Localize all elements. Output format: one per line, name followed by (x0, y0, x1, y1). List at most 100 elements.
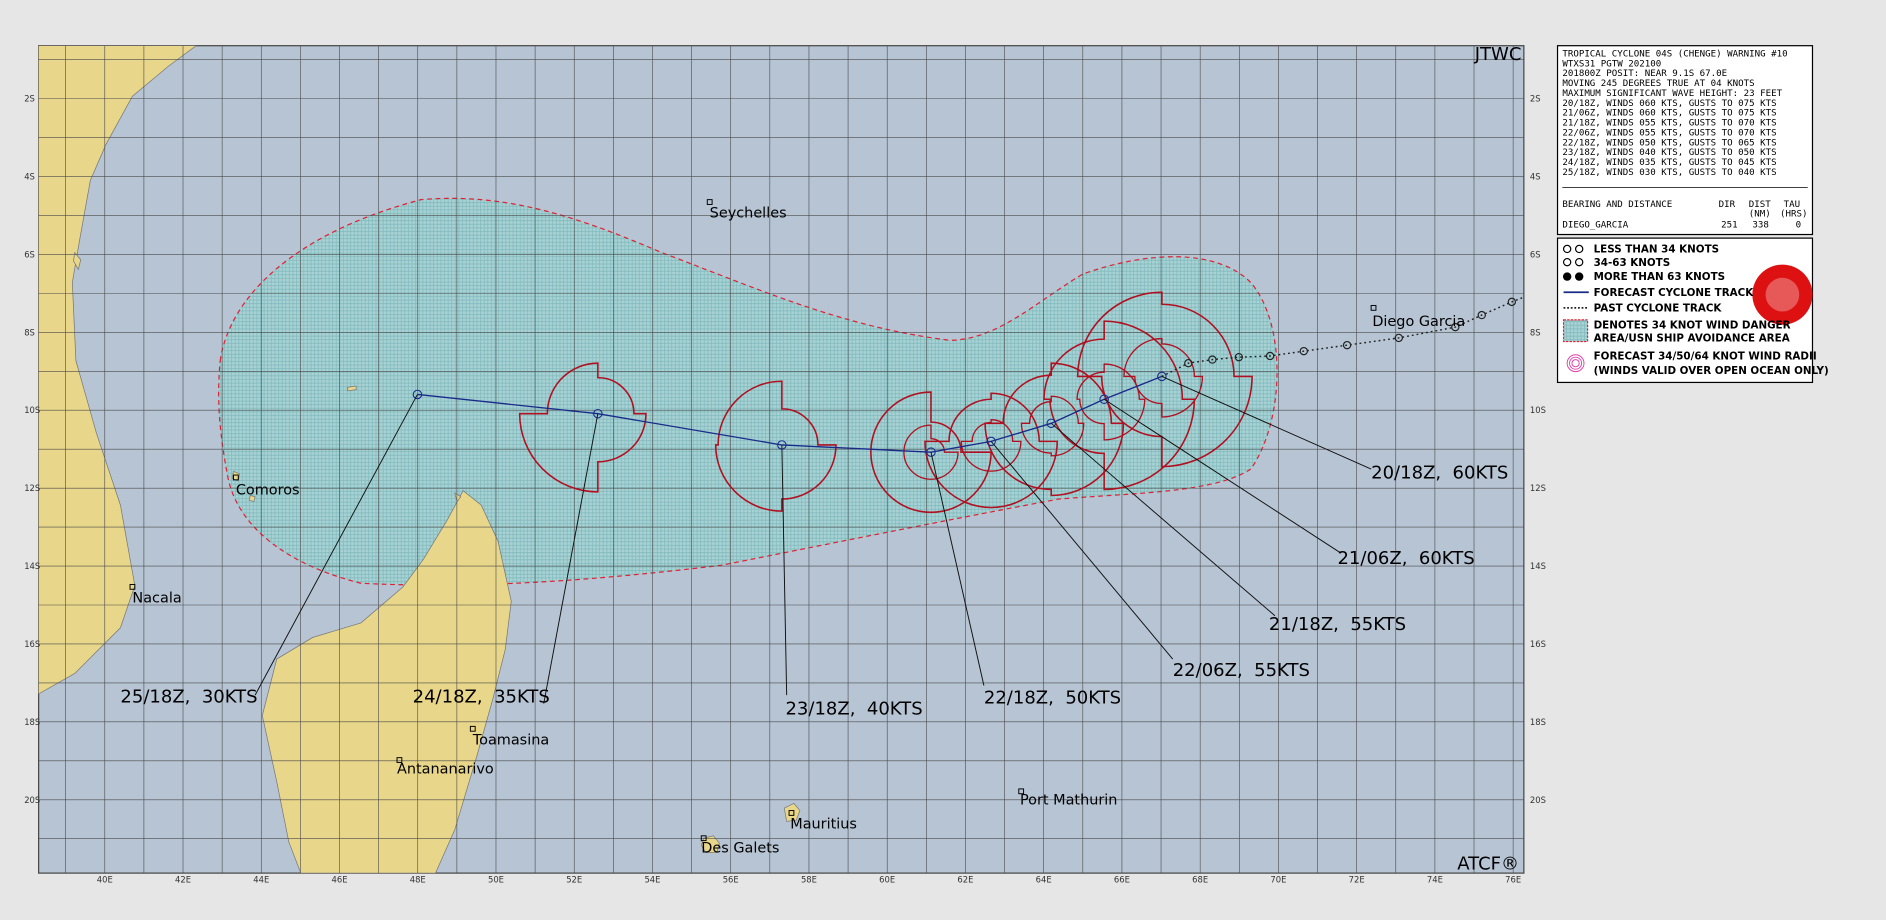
forecast-label: 21/06Z, 60KTS (1337, 548, 1474, 569)
forecast-position (412, 389, 423, 400)
bearing-column: DIR (1719, 200, 1736, 210)
agency: JTWC (1474, 44, 1522, 65)
lon-label: 42E (175, 875, 191, 885)
lat-label: 10S (24, 405, 40, 415)
forecast-label: 22/06Z, 55KTS (1173, 660, 1310, 681)
legend-symbol (1562, 272, 1572, 281)
forecast-label: 25/18Z, 30KTS (120, 686, 257, 707)
legend-entry: FORECAST 34/50/64 KNOT WIND RADII (1594, 351, 1817, 363)
place-label: Des Galets (701, 841, 779, 857)
lat-label: 20S (24, 795, 40, 805)
bearing-column: DIST (1749, 200, 1771, 210)
lat-label: 6S (1530, 249, 1541, 259)
info-text: TROPICAL CYCLONE 04S (CHENGE) WARNING #1… (1562, 50, 1828, 377)
lon-label: 46E (331, 875, 347, 885)
warning-line: TROPICAL CYCLONE 04S (CHENGE) WARNING #1… (1562, 50, 1787, 60)
wind-radii-50 (903, 424, 959, 480)
island (73, 251, 801, 854)
warning-line: 20/18Z, WINDS 060 KTS, GUSTS TO 075 KTS (1562, 99, 1776, 109)
place-label: Port Mathurin (1020, 793, 1117, 809)
lat-label: 6S (24, 249, 35, 259)
wind-radii-50 (1076, 363, 1146, 441)
wind-radii (924, 392, 1059, 509)
place-marker (700, 835, 707, 842)
bearing-value: DIEGO_GARCIA (1562, 220, 1628, 230)
past-position (1234, 352, 1244, 362)
wind-radii (1076, 291, 1253, 468)
place-marker (396, 757, 403, 763)
wind-radii (714, 380, 837, 512)
warning-line: 23/18Z, WINDS 040 KTS, GUSTS TO 050 KTS (1562, 148, 1776, 158)
past-position (1208, 355, 1217, 364)
place-marker (706, 199, 713, 205)
leader-line (254, 394, 418, 696)
bearing-value: 0 (1796, 220, 1802, 230)
leader-line (930, 452, 985, 686)
place-marker (469, 725, 476, 732)
lat-label: 4S (24, 172, 35, 182)
lon-label: 74E (1427, 875, 1443, 885)
warning-line: 22/18Z, WINDS 050 KTS, GUSTS TO 065 KTS (1562, 138, 1776, 148)
legend-entry: (WINDS VALID OVER OPEN OCEAN ONLY) (1594, 365, 1829, 377)
warning-line: 21/06Z, WINDS 060 KTS, GUSTS TO 075 KTS (1562, 109, 1776, 119)
wind-radii-50 (1123, 337, 1204, 418)
wind-radii (1043, 320, 1196, 491)
bearing-title: BEARING AND DISTANCE (1562, 200, 1672, 210)
place-label: Nacala (132, 591, 181, 607)
place-marker (129, 583, 136, 590)
legend-symbol (1574, 272, 1584, 281)
lon-label: 76E (1505, 875, 1521, 885)
lat-label: 8S (24, 327, 35, 337)
lon-label: 52E (566, 875, 582, 885)
lat-label: 4S (1530, 172, 1541, 182)
warning-line: MAXIMUM SIGNIFICANT WAVE HEIGHT: 23 FEET (1562, 89, 1782, 99)
lon-label: 68E (1192, 875, 1208, 885)
leader-line (990, 441, 1174, 660)
warning-line: 22/06Z, WINDS 055 KTS, GUSTS TO 070 KTS (1562, 128, 1776, 138)
forecast-position (926, 447, 936, 457)
lat-label: 8S (1530, 327, 1541, 337)
place-marker (788, 810, 795, 816)
lat-label: 16S (24, 639, 40, 649)
forecast-label: 20/18Z, 60KTS (1371, 463, 1508, 484)
bearing-column: TAU (1784, 200, 1800, 210)
lat-label: 18S (1530, 717, 1546, 727)
lon-label: 60E (879, 875, 895, 885)
legend-symbol (1562, 244, 1572, 254)
place-label: Comoros (236, 482, 300, 498)
place-marker (1370, 304, 1377, 311)
bearing-value: 338 (1752, 220, 1768, 230)
legend-entry: LESS THAN 34 KNOTS (1594, 244, 1719, 256)
lat-label: 10S (1530, 405, 1546, 415)
forecast-position (593, 408, 603, 419)
forecast-label: 24/18Z, 35KTS (413, 686, 550, 707)
legend-symbol (1569, 356, 1583, 370)
leader-line (543, 413, 599, 704)
bearing-value: 251 (1721, 220, 1737, 230)
place-label: Toamasina (472, 732, 549, 748)
past-position (1477, 310, 1486, 320)
lat-label: 14S (24, 561, 40, 571)
legend-symbol (1562, 257, 1572, 267)
leader-line (1161, 375, 1372, 470)
wind-radii (870, 391, 992, 514)
madagascar (261, 490, 512, 874)
wind-radii (518, 362, 647, 493)
lat-label: 16S (1530, 639, 1546, 649)
footer: ATCF® (1457, 853, 1519, 874)
past-position (1451, 322, 1460, 332)
legend-entry: DENOTES 34 KNOT WIND DANGER (1594, 319, 1791, 331)
lon-label: 48E (410, 875, 426, 885)
place-label: Mauritius (790, 817, 857, 833)
lon-label: 62E (957, 875, 973, 885)
lat-label: 18S (24, 717, 40, 727)
map-layers (38, 45, 1524, 874)
forecast-position (1046, 418, 1056, 429)
bearing-unit: (HRS) (1780, 209, 1807, 219)
lon-label: 50E (488, 875, 504, 885)
past-position (1342, 340, 1352, 350)
storm (412, 291, 1524, 514)
forecast-label: 23/18Z, 40KTS (785, 698, 922, 719)
